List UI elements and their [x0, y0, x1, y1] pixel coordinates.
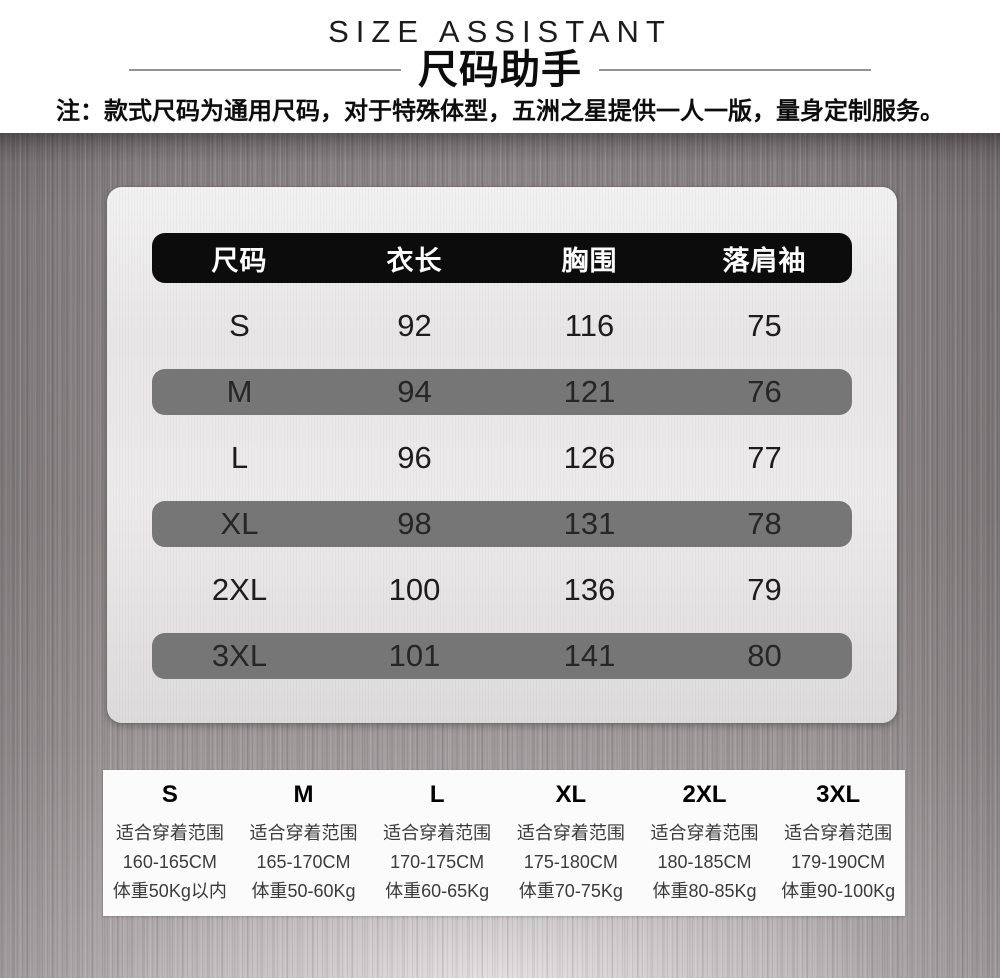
cell-sleeve: 77: [747, 440, 782, 475]
fit-guide-column: XL 适合穿着范围 175-180CM 体重70-75Kg: [504, 777, 638, 916]
fit-guide-column: M 适合穿着范围 165-170CM 体重50-60Kg: [237, 777, 371, 916]
fit-weight-range: 体重90-100Kg: [781, 881, 896, 901]
cell-sleeve: 78: [747, 506, 782, 541]
fit-range-label: 适合穿着范围: [516, 823, 625, 843]
title-rule-right: [599, 69, 871, 71]
table-row: L 96 126 77: [152, 435, 852, 481]
size-table-column-header: 胸围: [561, 245, 618, 276]
title-chinese-row: 尺码助手: [0, 48, 1000, 92]
cell-size: L: [230, 440, 249, 475]
size-table-header-bar: 尺码 衣长 胸围 落肩袖: [152, 233, 852, 283]
cell-length: 96: [397, 440, 432, 475]
fit-guide-column: 2XL 适合穿着范围 180-185CM 体重80-85Kg: [638, 777, 772, 916]
page-title: 尺码助手: [418, 47, 582, 92]
cell-chest: 121: [563, 374, 616, 409]
size-table-column-header: 落肩袖: [722, 245, 807, 276]
table-row: 3XL 101 141 80: [152, 633, 852, 679]
fit-size-label: S: [161, 781, 178, 808]
title-rule-left: [129, 69, 401, 71]
fit-guide-panel: S 适合穿着范围 160-165CM 体重50Kg以内 M 适合穿着范围 165…: [103, 770, 905, 916]
cell-size: 3XL: [211, 638, 268, 673]
fit-guide-column: L 适合穿着范围 170-175CM 体重60-65Kg: [370, 777, 504, 916]
fit-range-label: 适合穿着范围: [115, 823, 224, 843]
table-row: XL 98 131 78: [152, 501, 852, 547]
fit-guide-column: S 适合穿着范围 160-165CM 体重50Kg以内: [103, 777, 237, 916]
size-table-card: 尺码 衣长 胸围 落肩袖 S 92 116 75 M 94 121 76 L 9…: [107, 187, 897, 723]
size-table-body: S 92 116 75 M 94 121 76 L 96 126 77 XL 9…: [107, 303, 897, 679]
brushed-metal-background: 尺码 衣长 胸围 落肩袖 S 92 116 75 M 94 121 76 L 9…: [0, 133, 1000, 978]
table-row: M 94 121 76: [152, 369, 852, 415]
fit-height-range: 160-165CM: [122, 852, 217, 872]
fit-height-range: 170-175CM: [390, 852, 485, 872]
cell-chest: 136: [563, 572, 616, 607]
fit-weight-range: 体重50Kg以内: [112, 881, 227, 901]
fit-guide-column: 3XL 适合穿着范围 179-190CM 体重90-100Kg: [771, 777, 905, 916]
cell-sleeve: 80: [747, 638, 782, 673]
fit-range-label: 适合穿着范围: [383, 823, 492, 843]
cell-size: M: [226, 374, 253, 409]
table-row: S 92 116 75: [152, 303, 852, 349]
cell-size: 2XL: [211, 572, 268, 607]
fit-size-label: M: [293, 781, 314, 808]
cell-chest: 126: [563, 440, 616, 475]
fit-range-label: 适合穿着范围: [650, 823, 759, 843]
fit-range-label: 适合穿着范围: [249, 823, 358, 843]
cell-size: S: [229, 308, 250, 343]
cell-chest: 141: [563, 638, 616, 673]
cell-chest: 131: [563, 506, 616, 541]
fit-weight-range: 体重70-75Kg: [518, 881, 623, 901]
fit-size-label: 3XL: [816, 781, 861, 808]
fit-weight-range: 体重50-60Kg: [251, 881, 356, 901]
fit-weight-range: 体重80-85Kg: [652, 881, 757, 901]
cell-length: 98: [397, 506, 432, 541]
size-table-column-header: 衣长: [386, 245, 443, 276]
fit-size-label: L: [429, 781, 445, 808]
fit-height-range: 180-185CM: [657, 852, 752, 872]
cell-sleeve: 75: [747, 308, 782, 343]
fit-weight-range: 体重60-65Kg: [385, 881, 490, 901]
cell-length: 100: [388, 572, 441, 607]
size-table-column-header: 尺码: [211, 245, 268, 276]
cell-chest: 116: [564, 308, 615, 343]
fit-height-range: 179-190CM: [791, 852, 886, 872]
table-row: 2XL 100 136 79: [152, 567, 852, 613]
fit-range-label: 适合穿着范围: [784, 823, 893, 843]
cell-length: 94: [397, 374, 432, 409]
fit-size-label: 2XL: [682, 781, 727, 808]
cell-length: 101: [388, 638, 441, 673]
page-header: SIZE ASSISTANT 尺码助手 注：款式尺码为通用尺码，对于特殊体型，五…: [0, 0, 1000, 133]
title-english: SIZE ASSISTANT: [328, 14, 672, 49]
fit-height-range: 175-180CM: [523, 852, 618, 872]
fit-size-label: XL: [555, 781, 587, 808]
note-text: 注：款式尺码为通用尺码，对于特殊体型，五洲之星提供一人一版，量身定制服务。: [56, 99, 944, 125]
cell-length: 92: [397, 308, 432, 343]
fit-height-range: 165-170CM: [256, 852, 351, 872]
cell-sleeve: 79: [747, 572, 782, 607]
cell-sleeve: 76: [747, 374, 782, 409]
cell-size: XL: [220, 506, 259, 541]
